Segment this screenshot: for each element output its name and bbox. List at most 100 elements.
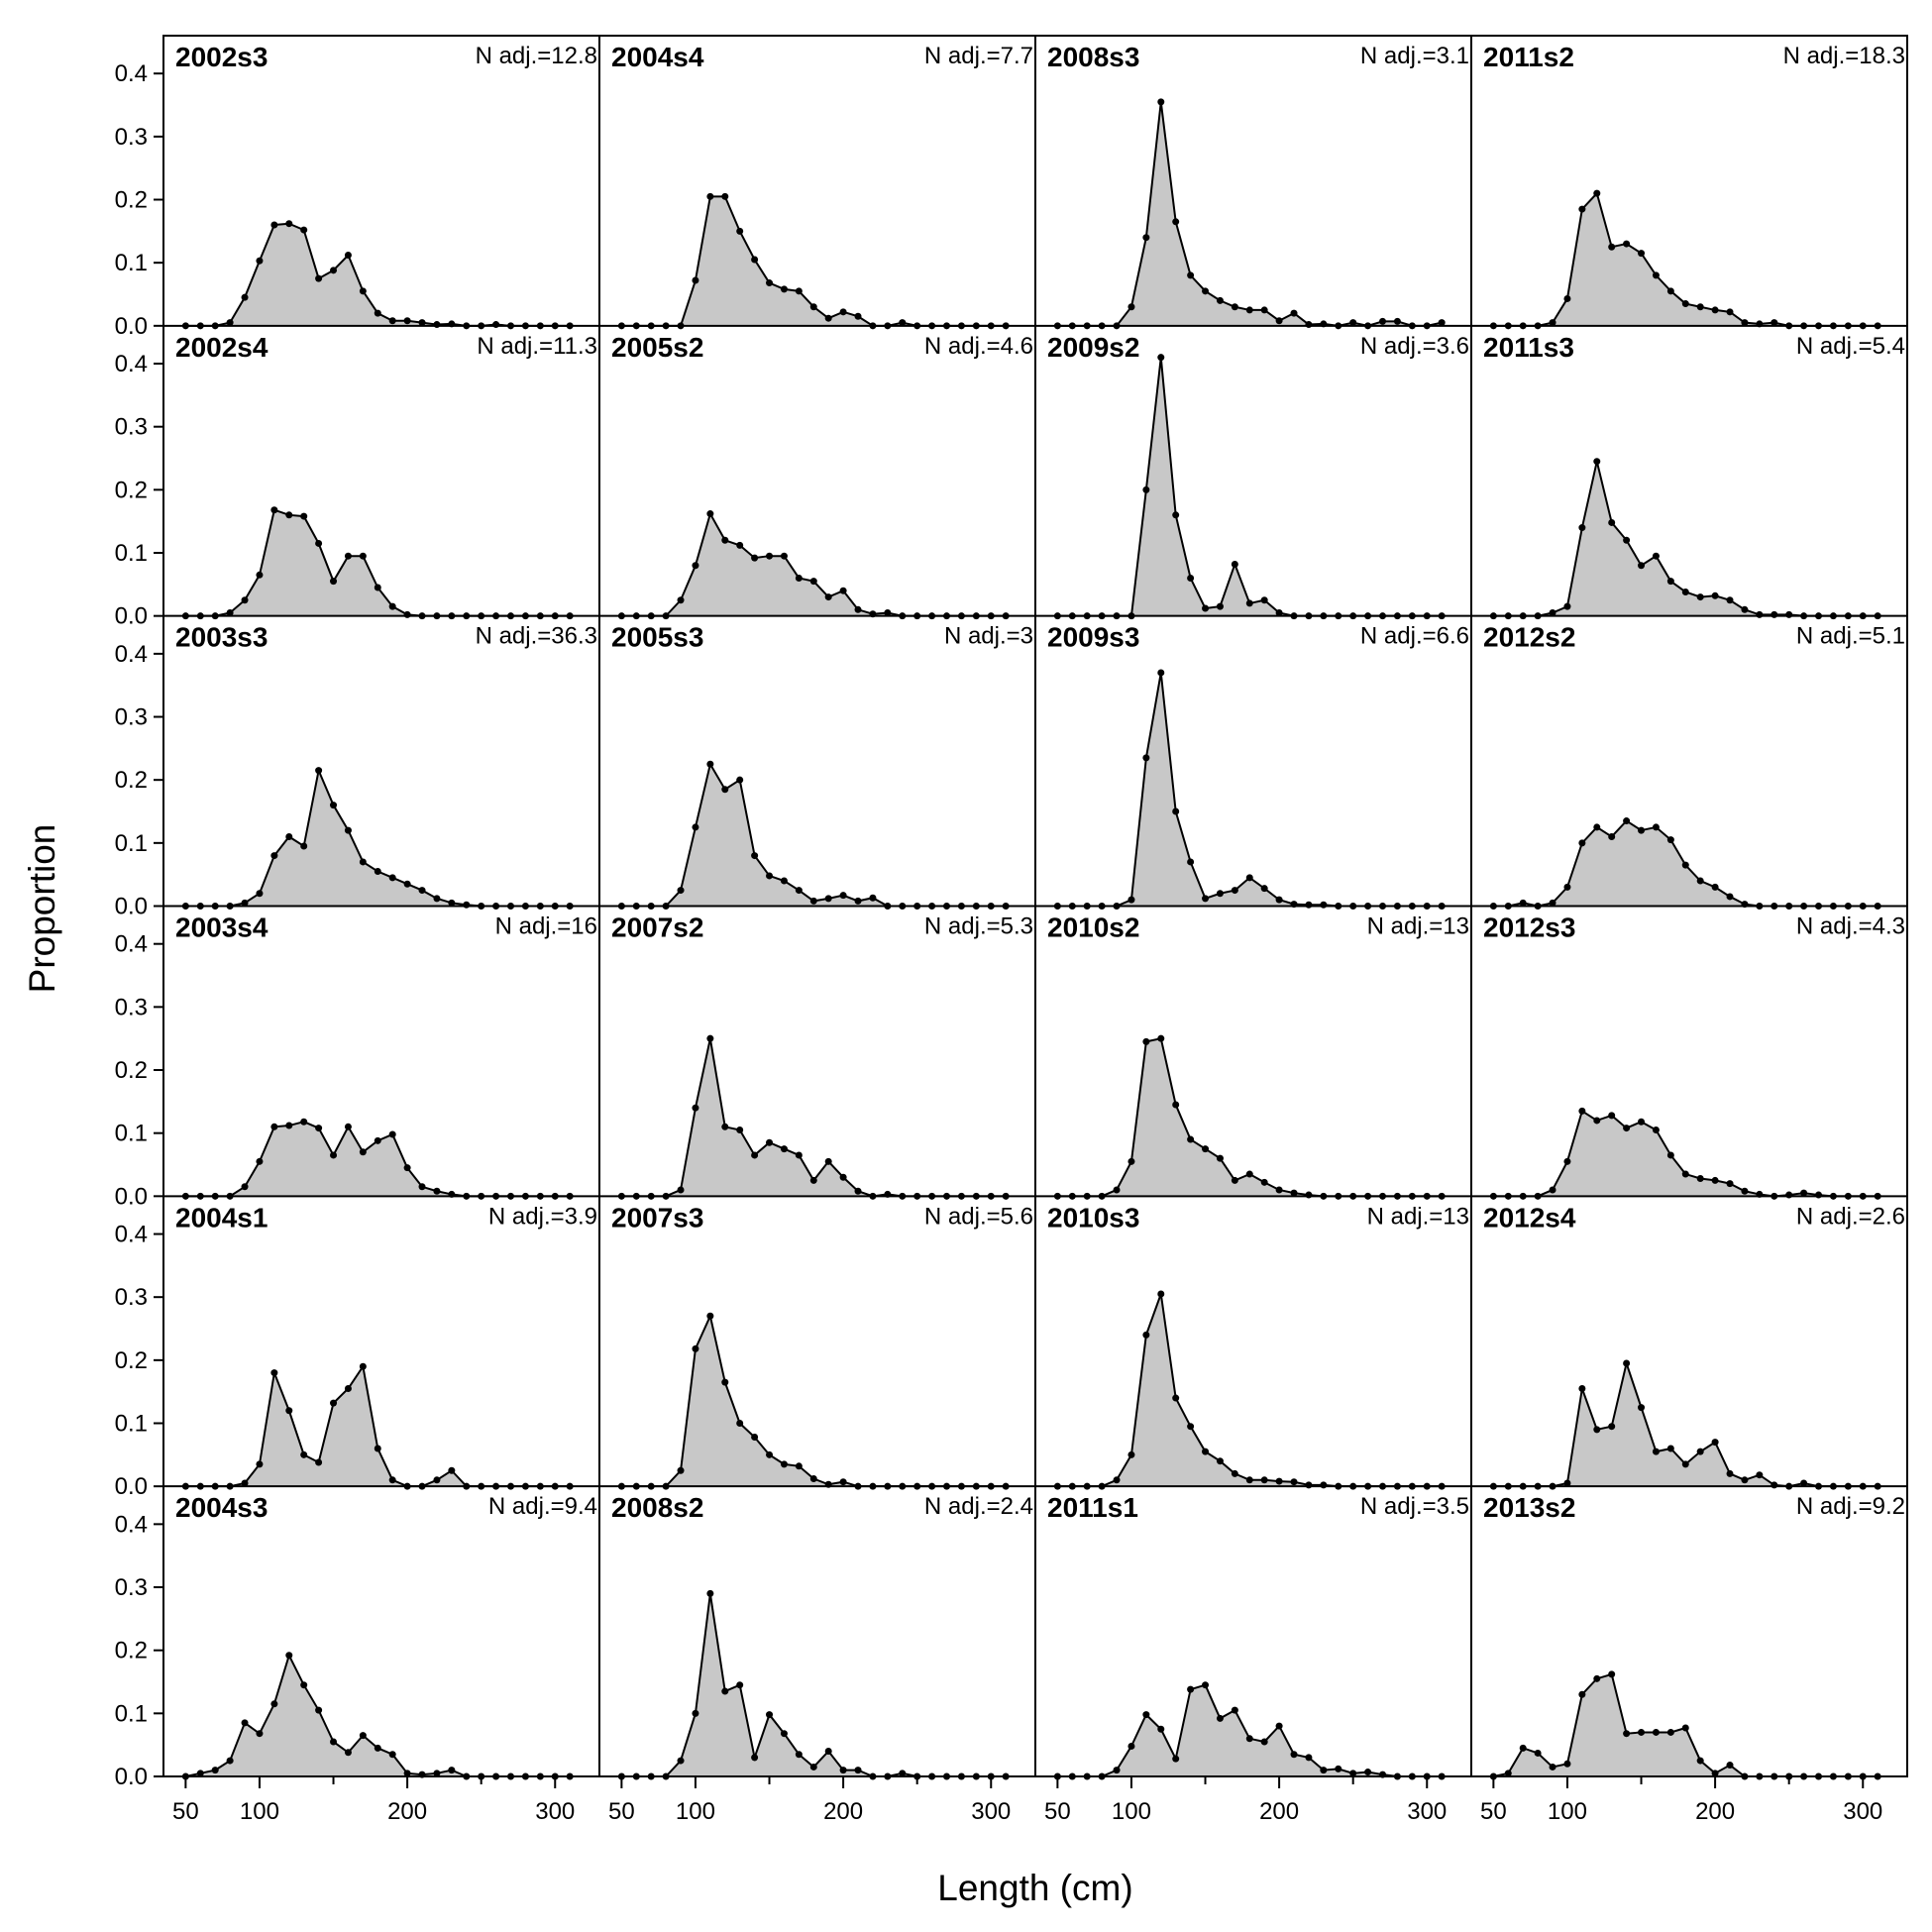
data-point <box>1231 560 1238 568</box>
n-adj-label: N adj.=5.4 <box>1796 333 1905 360</box>
y-tick-label: 0.0 <box>115 894 148 920</box>
data-point <box>1349 1770 1357 1777</box>
data-point <box>374 584 381 591</box>
data-point <box>344 552 352 560</box>
x-tick-label: 100 <box>1112 1798 1151 1825</box>
data-point <box>1202 1145 1210 1153</box>
data-point <box>1666 836 1674 844</box>
data-point <box>1216 296 1224 304</box>
area-2012s2 <box>1493 820 1878 907</box>
y-tick-label: 0.1 <box>115 1700 148 1727</box>
data-point <box>285 1122 293 1129</box>
n-adj-label: N adj.=4.3 <box>1796 913 1905 940</box>
data-point <box>1438 319 1446 327</box>
data-point <box>1275 1186 1283 1194</box>
data-point <box>839 308 847 316</box>
data-point <box>1578 1690 1586 1698</box>
n-adj-label: N adj.=16 <box>495 913 597 940</box>
data-point <box>1260 885 1268 893</box>
panel-2008s3: 2008s3 N adj.=3.1 <box>1047 42 1469 330</box>
panel-title: 2005s3 <box>611 622 703 653</box>
data-point <box>795 1462 803 1470</box>
data-point <box>1638 1404 1646 1412</box>
data-point <box>1563 602 1571 610</box>
data-point <box>256 1730 264 1738</box>
data-point <box>1172 807 1180 815</box>
data-point <box>1608 832 1616 840</box>
data-point <box>1245 874 1253 882</box>
data-point <box>721 1687 729 1695</box>
data-point <box>1578 205 1586 213</box>
panel-title: 2011s1 <box>1047 1492 1138 1523</box>
x-tick-label: 200 <box>1259 1798 1299 1825</box>
panel-2011s1: 2011s1 N adj.=3.5 <box>1047 1492 1469 1780</box>
area-2010s2 <box>1057 1038 1443 1197</box>
n-adj-label: N adj.=6.6 <box>1360 623 1469 650</box>
series-line-2009s3 <box>1057 672 1443 908</box>
data-point <box>374 1744 381 1752</box>
data-point <box>388 602 396 610</box>
data-point <box>1593 823 1601 831</box>
y-tick-label: 0.4 <box>115 1511 148 1538</box>
data-point <box>241 1479 249 1487</box>
data-point <box>1320 1767 1328 1774</box>
data-point <box>766 1138 774 1146</box>
data-point <box>448 1767 456 1774</box>
data-point <box>374 867 381 875</box>
n-adj-label: N adj.=2.4 <box>924 1493 1033 1520</box>
data-point <box>736 1420 744 1428</box>
data-point <box>1815 1191 1823 1199</box>
data-point <box>780 552 788 560</box>
data-point <box>751 1754 759 1762</box>
panel-2007s3: 2007s3 N adj.=5.6 <box>611 1202 1033 1490</box>
data-point <box>1608 1670 1616 1678</box>
data-point <box>1741 605 1749 613</box>
data-point <box>1275 608 1283 616</box>
data-point <box>1549 319 1556 327</box>
data-point <box>1681 1724 1689 1732</box>
data-point <box>1172 1755 1180 1763</box>
data-point <box>1726 1180 1734 1188</box>
data-point <box>403 610 411 618</box>
data-point <box>256 257 264 265</box>
n-adj-label: N adj.=5.6 <box>924 1203 1033 1230</box>
panel-2013s2: 2013s2 N adj.=9.2 <box>1483 1492 1905 1780</box>
data-point <box>1187 574 1195 582</box>
data-point <box>1231 1469 1238 1477</box>
n-adj-label: N adj.=3.5 <box>1360 1493 1469 1520</box>
panel-2003s3: 2003s3 N adj.=36.3 <box>175 622 597 910</box>
data-point <box>1711 1439 1719 1447</box>
data-point <box>1652 1126 1660 1133</box>
data-point <box>1771 1481 1778 1489</box>
data-point <box>1260 1476 1268 1484</box>
data-point <box>1549 608 1556 616</box>
data-point <box>256 890 264 898</box>
data-point <box>1202 1448 1210 1455</box>
x-tick-label: 50 <box>172 1798 199 1825</box>
data-point <box>1216 1457 1224 1465</box>
series-line-2007s2 <box>621 1037 1007 1198</box>
data-point <box>795 1751 803 1759</box>
data-point <box>1305 1481 1313 1489</box>
data-point <box>839 587 847 594</box>
data-point <box>1260 306 1268 314</box>
data-point <box>344 1384 352 1392</box>
data-point <box>1800 1479 1808 1487</box>
y-tick-label: 0.4 <box>115 1222 148 1248</box>
data-point <box>1549 1763 1556 1771</box>
data-point <box>270 221 278 229</box>
data-point <box>1608 518 1616 526</box>
n-adj-label: N adj.=18.3 <box>1783 43 1905 69</box>
y-tick-label: 0.2 <box>115 1057 148 1084</box>
data-point <box>344 826 352 834</box>
n-adj-label: N adj.=11.3 <box>477 333 597 360</box>
data-point <box>1364 1769 1372 1776</box>
data-point <box>330 1151 338 1159</box>
x-tick-label: 300 <box>971 1798 1011 1825</box>
n-adj-label: N adj.=7.7 <box>924 43 1033 69</box>
panel-title: 2002s3 <box>175 42 268 72</box>
data-point <box>1320 1481 1328 1489</box>
y-axis-title: Proportion <box>22 824 62 994</box>
data-point <box>330 802 338 809</box>
area-2005s3 <box>621 764 1007 907</box>
